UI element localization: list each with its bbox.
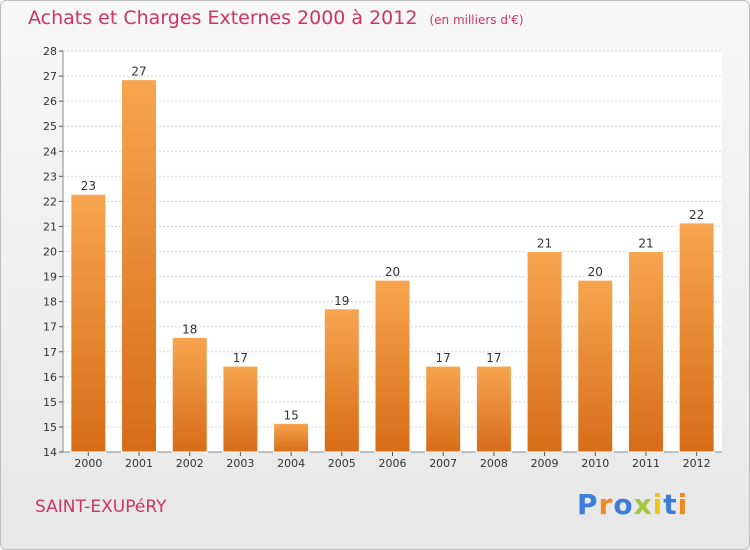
x-tick-label: 2002 [176, 457, 204, 470]
x-tick-label: 2008 [480, 457, 508, 470]
x-tick-label: 2012 [683, 457, 711, 470]
y-tick-label: 25 [43, 120, 57, 133]
x-tick-label: 2007 [429, 457, 457, 470]
proxiti-logo: Proxiti [577, 488, 688, 521]
y-tick-label: 20 [43, 246, 57, 259]
y-tick-label: 18 [43, 296, 57, 309]
data-label: 21 [638, 237, 653, 251]
logo-letter: P [577, 488, 599, 521]
y-tick-label: 27 [43, 70, 57, 83]
y-tick-label: 26 [43, 95, 57, 108]
x-tick-label: 2000 [74, 457, 102, 470]
y-tick-label: 22 [43, 195, 57, 208]
bar [577, 279, 614, 453]
y-tick-label: 15 [43, 396, 57, 409]
bar [323, 308, 360, 453]
data-label: 17 [486, 351, 501, 365]
bar [678, 222, 715, 453]
data-label: 18 [182, 322, 197, 336]
bar [526, 251, 563, 453]
x-tick-label: 2011 [632, 457, 660, 470]
y-tick-label: 19 [43, 271, 57, 284]
data-label: 17 [436, 351, 451, 365]
logo-letter: x [633, 488, 653, 521]
title-line: Achats et Charges Externes 2000 à 2012 (e… [28, 7, 524, 29]
y-tick-label: 21 [43, 220, 57, 233]
x-tick-label: 2001 [125, 457, 153, 470]
y-tick-label: 17 [43, 346, 57, 359]
bar [121, 79, 158, 453]
x-tick-label: 2005 [328, 457, 356, 470]
y-tick-label: 23 [43, 170, 57, 183]
logo-letter: r [598, 488, 614, 521]
chart-title: Achats et Charges Externes 2000 à 2012 [28, 7, 418, 29]
x-tick-label: 2003 [226, 457, 254, 470]
x-tick-label: 2010 [581, 457, 609, 470]
x-tick-label: 2006 [379, 457, 407, 470]
x-tick-label: 2004 [277, 457, 305, 470]
bar [70, 193, 107, 453]
bar [475, 365, 512, 453]
data-label: 22 [689, 208, 704, 222]
data-label: 17 [233, 351, 248, 365]
chart-unit: (en milliers d'€) [429, 13, 524, 27]
bar [627, 251, 664, 453]
bar [222, 365, 259, 453]
y-tick-label: 17 [43, 321, 57, 334]
logo-letter: i [652, 488, 664, 521]
y-tick-label: 16 [43, 371, 57, 384]
data-label: 21 [537, 237, 552, 251]
data-label: 15 [283, 408, 298, 422]
bar [374, 279, 411, 453]
data-label: 20 [385, 265, 400, 279]
logo-letter: i [677, 488, 689, 521]
y-tick-label: 14 [43, 446, 57, 459]
data-label: 23 [81, 179, 96, 193]
bar [425, 365, 462, 453]
logo-letter: t [663, 488, 678, 521]
bar [273, 422, 310, 453]
y-tick-label: 24 [43, 145, 57, 158]
data-label: 27 [131, 65, 146, 79]
data-label: 19 [334, 294, 349, 308]
bar [171, 336, 208, 453]
logo-letter: o [613, 488, 634, 521]
place-name: SAINT-EXUPéRY [35, 497, 167, 517]
x-tick-label: 2009 [531, 457, 559, 470]
y-tick-label: 15 [43, 421, 57, 434]
y-tick-label: 28 [43, 45, 57, 58]
data-label: 20 [588, 265, 603, 279]
